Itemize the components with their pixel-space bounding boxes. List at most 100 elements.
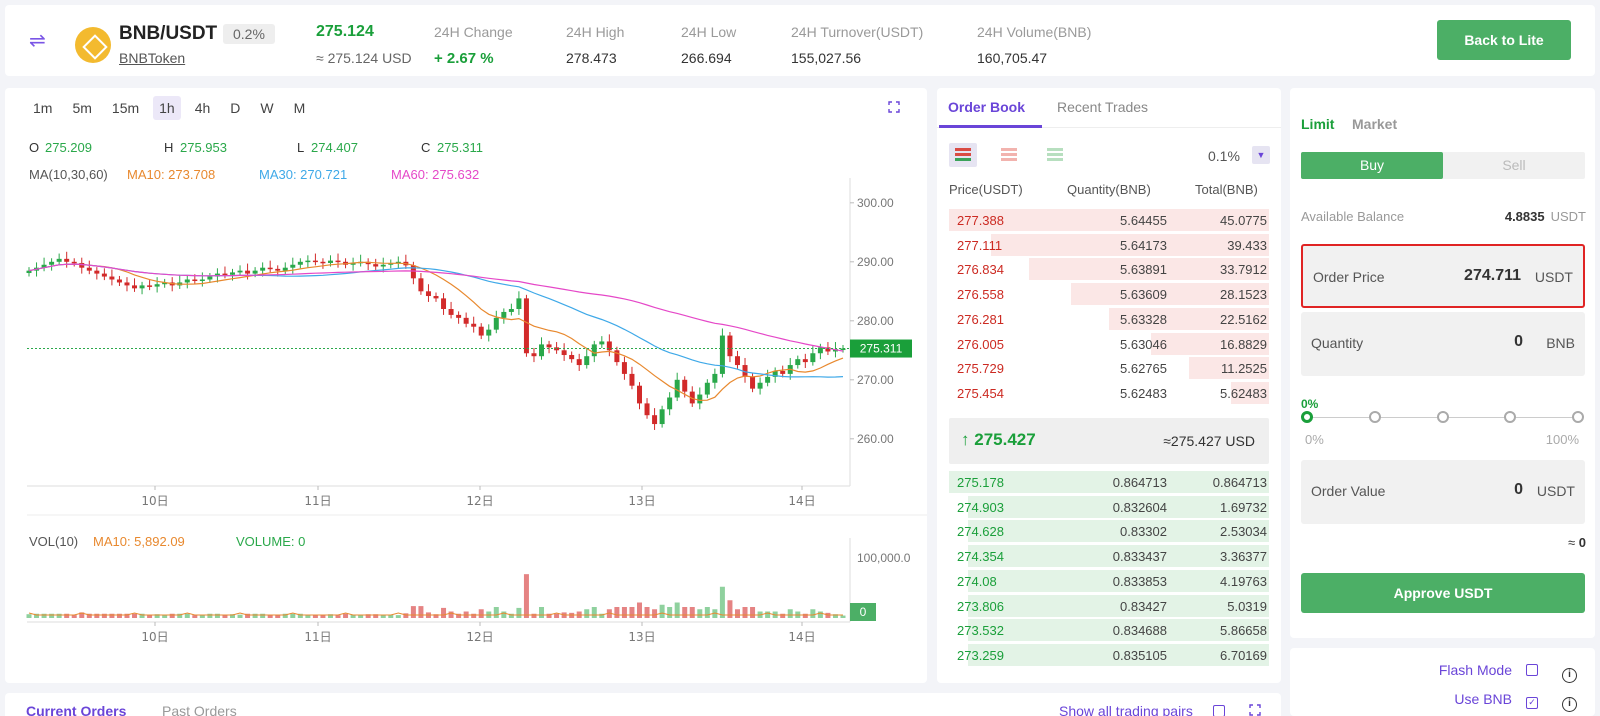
- ask-row[interactable]: 277.388 5.64455 45.0775: [949, 209, 1269, 231]
- stat-value: + 2.67 %: [434, 50, 494, 67]
- order-price-field[interactable]: Order Price 274.711 USDT: [1301, 244, 1585, 308]
- order-value-field[interactable]: Order Value 0 USDT: [1301, 460, 1585, 524]
- slider-knob-50[interactable]: [1437, 411, 1449, 423]
- stat-value: 155,027.56: [791, 50, 862, 66]
- precision-value[interactable]: 0.1%: [1208, 148, 1240, 164]
- volume-bar: [252, 613, 258, 618]
- vol-ma-line: [28, 612, 843, 616]
- approve-usdt-button[interactable]: Approve USDT: [1301, 573, 1585, 613]
- bid-row[interactable]: 274.354 0.833437 3.36377: [949, 545, 1269, 568]
- candlestick-chart[interactable]: 300.00290.00280.00270.00260.0010日10日11日1…: [5, 88, 927, 683]
- tab-past-orders[interactable]: Past Orders: [162, 703, 237, 716]
- flash-mode-label[interactable]: Flash Mode: [1438, 662, 1512, 678]
- token-link[interactable]: BNBToken: [119, 50, 186, 66]
- volume-bar: [267, 615, 273, 618]
- row-quantity: 0.83302: [1120, 524, 1167, 540]
- row-quantity: 5.64455: [1120, 213, 1167, 228]
- interval-1m[interactable]: 1m: [33, 100, 53, 116]
- tab-order-book[interactable]: Order Book: [948, 99, 1026, 115]
- candle-body: [132, 285, 138, 289]
- candle-body: [94, 270, 100, 274]
- volume-bar: [116, 613, 122, 618]
- quantity-input[interactable]: 0: [1514, 333, 1523, 350]
- slider-knob-25[interactable]: [1369, 411, 1381, 423]
- order-value-input[interactable]: 0: [1514, 481, 1523, 498]
- depth-bar: [968, 569, 1269, 592]
- show-all-checkbox[interactable]: [1213, 705, 1225, 716]
- candle-body: [184, 279, 190, 283]
- candle-body: [606, 341, 612, 351]
- back-to-lite-button[interactable]: Back to Lite: [1437, 20, 1571, 60]
- tab-recent-trades[interactable]: Recent Trades: [1057, 99, 1149, 115]
- tab-market[interactable]: Market: [1352, 116, 1398, 132]
- swap-pair-icon[interactable]: ⇌: [29, 30, 46, 52]
- bid-row[interactable]: 274.628 0.83302 2.53034: [949, 520, 1269, 543]
- sell-button[interactable]: Sell: [1502, 157, 1526, 173]
- ask-row[interactable]: 275.729 5.62765 11.2525: [949, 357, 1269, 380]
- info-icon[interactable]: i: [1562, 668, 1577, 683]
- interval-w[interactable]: W: [260, 100, 274, 116]
- interval-1h[interactable]: 1h: [153, 96, 181, 120]
- book-bids-icon[interactable]: [1041, 143, 1069, 167]
- interval-4h[interactable]: 4h: [194, 100, 211, 116]
- candle-body: [719, 335, 725, 374]
- volume-bar: [802, 613, 808, 618]
- ask-row[interactable]: 276.558 5.63609 28.1523: [949, 283, 1269, 306]
- ask-row[interactable]: 276.281 5.63328 22.5162: [949, 307, 1269, 330]
- bid-row[interactable]: 274.08 0.833853 4.19763: [949, 569, 1269, 592]
- flash-mode-checkbox[interactable]: [1526, 664, 1538, 676]
- row-quantity: 0.833437: [1112, 549, 1167, 565]
- bid-row[interactable]: 273.259 0.835105 6.70169: [949, 643, 1269, 666]
- chevron-down-icon[interactable]: ▼: [1252, 146, 1270, 164]
- fullscreen-icon[interactable]: [888, 101, 900, 113]
- row-total: 5.62483: [1220, 385, 1267, 401]
- volume-bar: [297, 613, 303, 618]
- row-quantity: 0.833853: [1112, 573, 1167, 589]
- candle-body: [222, 273, 228, 276]
- candle-body: [192, 279, 198, 281]
- ask-row[interactable]: 275.454 5.62483 5.62483: [949, 381, 1269, 404]
- slider-knob-0[interactable]: [1301, 411, 1313, 423]
- show-all-pairs-label[interactable]: Show all trading pairs: [1059, 703, 1193, 716]
- volume-bar: [750, 607, 756, 618]
- bid-row[interactable]: 274.903 0.832604 1.69732: [949, 495, 1269, 518]
- book-both-icon[interactable]: [949, 143, 977, 167]
- candle-body: [539, 344, 545, 357]
- book-asks-icon[interactable]: [995, 143, 1023, 167]
- ask-row[interactable]: 276.005 5.63046 16.8829: [949, 332, 1269, 355]
- tab-limit[interactable]: Limit: [1301, 116, 1335, 132]
- row-quantity: 5.63328: [1120, 311, 1167, 327]
- candle-body: [237, 270, 243, 273]
- quantity-field[interactable]: Quantity 0 BNB: [1301, 312, 1585, 376]
- interval-15m[interactable]: 15m: [111, 100, 140, 116]
- interval-d[interactable]: D: [230, 100, 241, 116]
- trade-panel: Limit Market Buy Sell Available Balance …: [1290, 88, 1595, 638]
- depth-bar: [1109, 307, 1269, 330]
- ask-row[interactable]: 277.111 5.64173 39.433: [949, 233, 1269, 256]
- bid-row[interactable]: 273.532 0.834688 5.86658: [949, 619, 1269, 642]
- interval-m[interactable]: M: [293, 100, 306, 116]
- interval-5m[interactable]: 5m: [72, 100, 92, 116]
- candle-body: [742, 365, 748, 377]
- ask-row[interactable]: 276.834 5.63891 33.7912: [949, 258, 1269, 281]
- available-balance-value: 4.8835: [1504, 209, 1545, 224]
- tab-current-orders[interactable]: Current Orders: [26, 703, 127, 716]
- order-price-input[interactable]: 274.711: [1464, 267, 1521, 284]
- row-price: 276.834: [957, 262, 1004, 278]
- volume-bar: [697, 609, 703, 618]
- bid-row[interactable]: 275.178 0.864713 0.864713: [949, 471, 1269, 493]
- volume-bar: [237, 614, 243, 618]
- expand-icon[interactable]: [1249, 704, 1261, 716]
- candle-body: [508, 309, 514, 312]
- slider-knob-100[interactable]: [1572, 411, 1584, 423]
- use-bnb-label[interactable]: Use BNB: [1454, 691, 1512, 707]
- buy-button[interactable]: Buy: [1301, 152, 1443, 179]
- slider-knob-75[interactable]: [1504, 411, 1516, 423]
- volume-bar: [508, 613, 514, 618]
- use-bnb-checkbox[interactable]: ✓: [1526, 697, 1538, 709]
- candle-body: [380, 264, 386, 267]
- depth-bar: [968, 594, 1269, 617]
- pair-name[interactable]: BNB/USDT: [119, 23, 218, 44]
- bid-row[interactable]: 273.806 0.83427 5.0319: [949, 594, 1269, 617]
- info-icon[interactable]: i: [1562, 697, 1577, 712]
